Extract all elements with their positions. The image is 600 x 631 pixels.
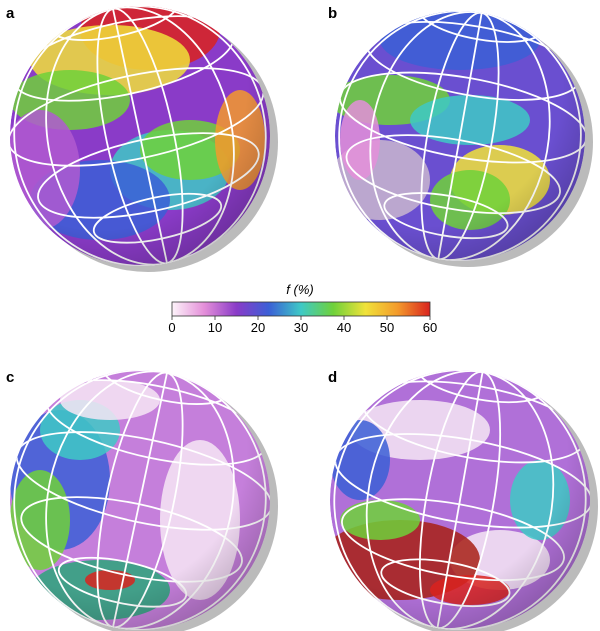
- tick-label: 50: [380, 320, 394, 335]
- colorbar: [171, 301, 431, 317]
- globe: [335, 11, 585, 261]
- colorbar-label: f (%): [286, 282, 313, 297]
- tick-label: 60: [423, 320, 437, 335]
- tick-label: 20: [251, 320, 265, 335]
- globe: [330, 370, 590, 630]
- colorbar-ticks: 0 10 20 30 40 50 60: [168, 316, 437, 335]
- panel-label: a: [6, 5, 15, 22]
- globe-shading: [335, 11, 585, 261]
- globe: [10, 370, 270, 630]
- panel-label: b: [328, 5, 337, 22]
- tick-label: 0: [168, 320, 175, 335]
- tick-label: 10: [208, 320, 222, 335]
- globe-shading: [10, 6, 270, 266]
- tick-label: 40: [337, 320, 351, 335]
- panel-label: c: [6, 369, 14, 386]
- globe: [10, 6, 270, 266]
- panel-label: d: [328, 369, 337, 386]
- globe-shading: [330, 370, 590, 630]
- globe-shading: [10, 370, 270, 630]
- tick-label: 30: [294, 320, 308, 335]
